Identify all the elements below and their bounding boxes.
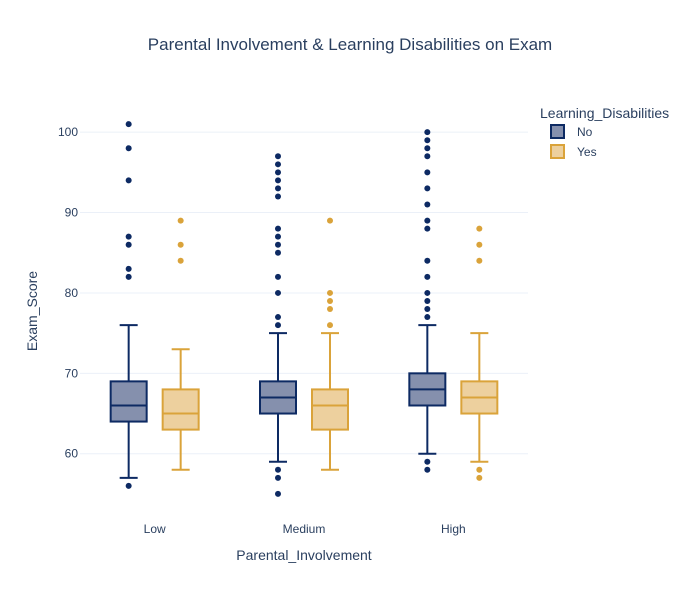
y-tick-label-70: 70 <box>65 366 79 380</box>
legend-label-yes: Yes <box>577 145 597 159</box>
y-axis-title: Exam_Score <box>24 271 40 351</box>
x-tick-label-low: Low <box>144 522 166 536</box>
legend-title: Learning_Disabilities <box>540 105 669 121</box>
outlier-point-high-no <box>424 297 431 304</box>
iqr-box-low-no <box>109 380 148 423</box>
outlier-point-medium-no <box>275 161 281 168</box>
outlier-point-medium-no <box>275 241 281 248</box>
x-axis-title: Parental_Involvement <box>236 547 372 563</box>
box-group-high-no <box>408 129 447 473</box>
outlier-point-high-no <box>424 225 431 232</box>
outlier-point-medium-yes <box>327 297 333 304</box>
outlier-point-low-no <box>125 121 132 128</box>
outlier-point-medium-no <box>275 153 281 160</box>
outlier-point-high-no <box>424 145 431 152</box>
outlier-point-high-yes <box>476 225 483 232</box>
x-tick-label-medium: Medium <box>283 522 326 536</box>
outlier-point-high-no <box>424 458 431 465</box>
outlier-point-low-yes <box>177 241 184 248</box>
outlier-point-high-no <box>424 185 431 192</box>
legend-swatch-yes <box>550 144 565 159</box>
outlier-point-medium-yes <box>327 306 333 313</box>
legend-item-no[interactable]: No <box>550 124 593 139</box>
legend-label-no: No <box>577 125 593 139</box>
box-group-medium-no <box>259 153 297 497</box>
outlier-point-medium-yes <box>327 217 333 224</box>
outlier-point-high-yes <box>476 257 483 264</box>
outlier-point-medium-no <box>275 233 281 240</box>
outlier-point-medium-no <box>275 322 281 329</box>
box-group-low-no <box>109 121 148 489</box>
outlier-point-medium-yes <box>327 289 333 296</box>
legend[interactable]: Learning_Disabilities No Yes <box>540 105 669 159</box>
outlier-point-medium-no <box>275 466 281 473</box>
outlier-point-medium-no <box>275 289 281 296</box>
outlier-point-medium-no <box>275 177 281 184</box>
iqr-box-low-yes <box>161 388 200 431</box>
outlier-point-low-no <box>125 145 132 152</box>
outlier-point-medium-no <box>275 225 281 232</box>
chart-title: Parental Involvement & Learning Disabili… <box>148 35 552 54</box>
outlier-point-medium-yes <box>327 322 333 329</box>
outlier-point-low-yes <box>177 217 184 224</box>
y-tick-label-60: 60 <box>65 447 79 461</box>
y-tick-label-80: 80 <box>65 286 79 300</box>
outlier-point-medium-no <box>275 490 281 497</box>
outlier-point-high-yes <box>476 241 483 248</box>
outlier-point-high-yes <box>476 474 483 481</box>
outlier-point-high-no <box>424 201 431 208</box>
box-layer <box>109 121 499 497</box>
outlier-point-high-no <box>424 314 431 321</box>
iqr-box-medium-yes <box>311 388 349 431</box>
outlier-point-low-no <box>125 177 132 184</box>
outlier-point-medium-no <box>275 169 281 176</box>
outlier-point-high-no <box>424 217 431 224</box>
y-tick-label-90: 90 <box>65 206 79 220</box>
outlier-point-low-no <box>125 273 132 280</box>
tick-layer: 60 70 80 90 100 Low Medium High <box>58 125 466 536</box>
outlier-point-high-no <box>424 466 431 473</box>
outlier-point-high-no <box>424 137 431 144</box>
grid-layer <box>80 131 528 455</box>
outlier-point-medium-no <box>275 249 281 256</box>
y-tick-label-100: 100 <box>58 125 78 139</box>
outlier-point-high-no <box>424 169 431 176</box>
outlier-point-low-no <box>125 233 132 240</box>
outlier-point-medium-no <box>275 193 281 200</box>
outlier-point-high-no <box>424 306 431 313</box>
outlier-point-medium-no <box>275 314 281 321</box>
outlier-point-medium-no <box>275 185 281 192</box>
box-group-high-yes <box>460 225 499 481</box>
box-group-medium-yes <box>311 217 349 471</box>
outlier-point-high-no <box>424 257 431 264</box>
x-tick-label-high: High <box>441 522 466 536</box>
outlier-point-high-yes <box>476 466 483 473</box>
outlier-point-low-no <box>125 241 132 248</box>
legend-swatch-no <box>550 124 565 139</box>
outlier-point-high-no <box>424 289 431 296</box>
outlier-point-low-yes <box>177 257 184 264</box>
box-group-low-yes <box>161 217 200 471</box>
outlier-point-medium-no <box>275 474 281 481</box>
outlier-point-low-no <box>125 265 132 272</box>
outlier-point-low-no <box>125 482 132 489</box>
outlier-point-high-no <box>424 129 431 136</box>
outlier-point-high-no <box>424 153 431 160</box>
legend-item-yes[interactable]: Yes <box>550 144 597 159</box>
outlier-point-medium-no <box>275 273 281 280</box>
outlier-point-high-no <box>424 273 431 280</box>
